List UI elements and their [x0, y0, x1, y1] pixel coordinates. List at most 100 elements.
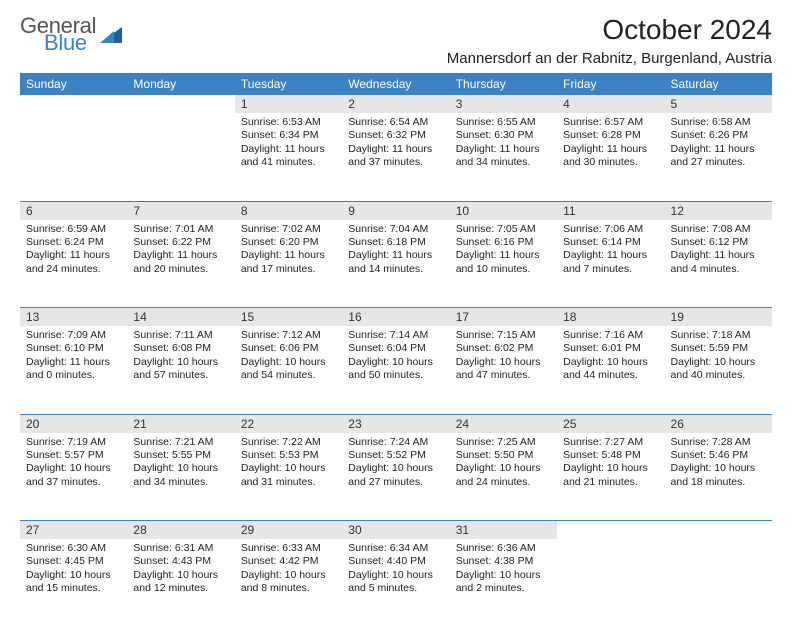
sunset-text: Sunset: 4:42 PM: [241, 555, 336, 568]
daylight-text: and 7 minutes.: [563, 263, 658, 276]
daylight-text: Daylight: 11 hours: [348, 249, 443, 262]
day-number: [557, 521, 664, 525]
daylight-text: Daylight: 11 hours: [26, 356, 121, 369]
daylight-text: and 27 minutes.: [348, 476, 443, 489]
day-cell: Sunrise: 7:09 AMSunset: 6:10 PMDaylight:…: [20, 326, 127, 414]
day-details: Sunrise: 7:25 AMSunset: 5:50 PMDaylight:…: [450, 433, 557, 494]
sunset-text: Sunset: 6:28 PM: [563, 129, 658, 142]
sunset-text: Sunset: 6:16 PM: [456, 236, 551, 249]
sunrise-text: Sunrise: 6:34 AM: [348, 542, 443, 555]
sunset-text: Sunset: 4:40 PM: [348, 555, 443, 568]
sunset-text: Sunset: 5:59 PM: [671, 342, 766, 355]
daylight-text: Daylight: 10 hours: [456, 569, 551, 582]
day-number: 14: [127, 308, 234, 326]
day-cell: Sunrise: 7:05 AMSunset: 6:16 PMDaylight:…: [450, 220, 557, 308]
header: General Blue October 2024 Mannersdorf an…: [20, 14, 772, 67]
day-number: 27: [20, 521, 127, 539]
daylight-text: and 41 minutes.: [241, 156, 336, 169]
day-cell: Sunrise: 7:15 AMSunset: 6:02 PMDaylight:…: [450, 326, 557, 414]
day-details: Sunrise: 6:36 AMSunset: 4:38 PMDaylight:…: [450, 539, 557, 600]
daylight-text: Daylight: 11 hours: [671, 249, 766, 262]
weekday-header: Thursday: [450, 73, 557, 95]
day-cell: Sunrise: 7:22 AMSunset: 5:53 PMDaylight:…: [235, 433, 342, 521]
day-details: Sunrise: 6:33 AMSunset: 4:42 PMDaylight:…: [235, 539, 342, 600]
day-cell: Sunrise: 7:11 AMSunset: 6:08 PMDaylight:…: [127, 326, 234, 414]
sunrise-text: Sunrise: 6:59 AM: [26, 223, 121, 236]
day-details: Sunrise: 7:09 AMSunset: 6:10 PMDaylight:…: [20, 326, 127, 387]
day-details: Sunrise: 7:12 AMSunset: 6:06 PMDaylight:…: [235, 326, 342, 387]
daylight-text: Daylight: 10 hours: [563, 356, 658, 369]
daylight-text: and 54 minutes.: [241, 369, 336, 382]
week-row: Sunrise: 6:59 AMSunset: 6:24 PMDaylight:…: [20, 220, 772, 308]
day-number: 26: [665, 415, 772, 433]
daylight-text: Daylight: 11 hours: [456, 249, 551, 262]
daylight-text: and 50 minutes.: [348, 369, 443, 382]
week-row: Sunrise: 7:09 AMSunset: 6:10 PMDaylight:…: [20, 326, 772, 414]
daynum-row: 13141516171819: [20, 308, 772, 327]
daylight-text: and 34 minutes.: [456, 156, 551, 169]
daylight-text: Daylight: 10 hours: [26, 569, 121, 582]
day-cell: Sunrise: 7:08 AMSunset: 6:12 PMDaylight:…: [665, 220, 772, 308]
logo-blue: Blue: [44, 33, 96, 54]
daylight-text: and 14 minutes.: [348, 263, 443, 276]
day-number: 1: [235, 95, 342, 113]
day-details: Sunrise: 6:55 AMSunset: 6:30 PMDaylight:…: [450, 113, 557, 174]
daylight-text: and 44 minutes.: [563, 369, 658, 382]
sunset-text: Sunset: 6:06 PM: [241, 342, 336, 355]
sunrise-text: Sunrise: 6:57 AM: [563, 116, 658, 129]
daylight-text: Daylight: 10 hours: [241, 356, 336, 369]
daylight-text: and 12 minutes.: [133, 582, 228, 595]
location: Mannersdorf an der Rabnitz, Burgenland, …: [447, 50, 772, 67]
daylight-text: and 2 minutes.: [456, 582, 551, 595]
sunset-text: Sunset: 4:38 PM: [456, 555, 551, 568]
day-details: Sunrise: 7:14 AMSunset: 6:04 PMDaylight:…: [342, 326, 449, 387]
day-cell: Sunrise: 7:28 AMSunset: 5:46 PMDaylight:…: [665, 433, 772, 521]
day-details: Sunrise: 7:11 AMSunset: 6:08 PMDaylight:…: [127, 326, 234, 387]
daylight-text: and 24 minutes.: [456, 476, 551, 489]
day-cell: Sunrise: 6:55 AMSunset: 6:30 PMDaylight:…: [450, 113, 557, 201]
day-cell: Sunrise: 7:01 AMSunset: 6:22 PMDaylight:…: [127, 220, 234, 308]
sunrise-text: Sunrise: 7:15 AM: [456, 329, 551, 342]
daylight-text: and 10 minutes.: [456, 263, 551, 276]
day-number: [665, 521, 772, 525]
sunset-text: Sunset: 6:26 PM: [671, 129, 766, 142]
weekday-header: Wednesday: [342, 73, 449, 95]
day-number: 3: [450, 95, 557, 113]
daylight-text: Daylight: 11 hours: [456, 143, 551, 156]
day-details: Sunrise: 7:15 AMSunset: 6:02 PMDaylight:…: [450, 326, 557, 387]
day-cell: Sunrise: 7:06 AMSunset: 6:14 PMDaylight:…: [557, 220, 664, 308]
daylight-text: Daylight: 11 hours: [241, 143, 336, 156]
day-number: 24: [450, 415, 557, 433]
day-number: 17: [450, 308, 557, 326]
day-details: Sunrise: 7:27 AMSunset: 5:48 PMDaylight:…: [557, 433, 664, 494]
sunrise-text: Sunrise: 7:14 AM: [348, 329, 443, 342]
daylight-text: Daylight: 10 hours: [456, 356, 551, 369]
day-number: 7: [127, 202, 234, 220]
daylight-text: Daylight: 10 hours: [348, 462, 443, 475]
day-number: 22: [235, 415, 342, 433]
day-cell: Sunrise: 7:02 AMSunset: 6:20 PMDaylight:…: [235, 220, 342, 308]
day-cell: Sunrise: 6:36 AMSunset: 4:38 PMDaylight:…: [450, 539, 557, 627]
calendar-page: General Blue October 2024 Mannersdorf an…: [0, 0, 792, 637]
daylight-text: Daylight: 10 hours: [348, 569, 443, 582]
sunrise-text: Sunrise: 7:08 AM: [671, 223, 766, 236]
sunset-text: Sunset: 5:48 PM: [563, 449, 658, 462]
sunrise-text: Sunrise: 7:02 AM: [241, 223, 336, 236]
day-details: Sunrise: 7:21 AMSunset: 5:55 PMDaylight:…: [127, 433, 234, 494]
week-row: Sunrise: 6:53 AMSunset: 6:34 PMDaylight:…: [20, 113, 772, 201]
logo-triangle-icon: [100, 25, 122, 48]
weekday-header: Friday: [557, 73, 664, 95]
week-row: Sunrise: 6:30 AMSunset: 4:45 PMDaylight:…: [20, 539, 772, 627]
daylight-text: Daylight: 11 hours: [241, 249, 336, 262]
logo: General Blue: [20, 16, 122, 54]
day-number: 29: [235, 521, 342, 539]
day-cell: Sunrise: 7:16 AMSunset: 6:01 PMDaylight:…: [557, 326, 664, 414]
sunset-text: Sunset: 6:18 PM: [348, 236, 443, 249]
day-cell: Sunrise: 6:58 AMSunset: 6:26 PMDaylight:…: [665, 113, 772, 201]
day-number: 13: [20, 308, 127, 326]
daylight-text: Daylight: 11 hours: [563, 143, 658, 156]
sunrise-text: Sunrise: 6:31 AM: [133, 542, 228, 555]
day-number: 2: [342, 95, 449, 113]
day-number: 28: [127, 521, 234, 539]
sunset-text: Sunset: 6:08 PM: [133, 342, 228, 355]
